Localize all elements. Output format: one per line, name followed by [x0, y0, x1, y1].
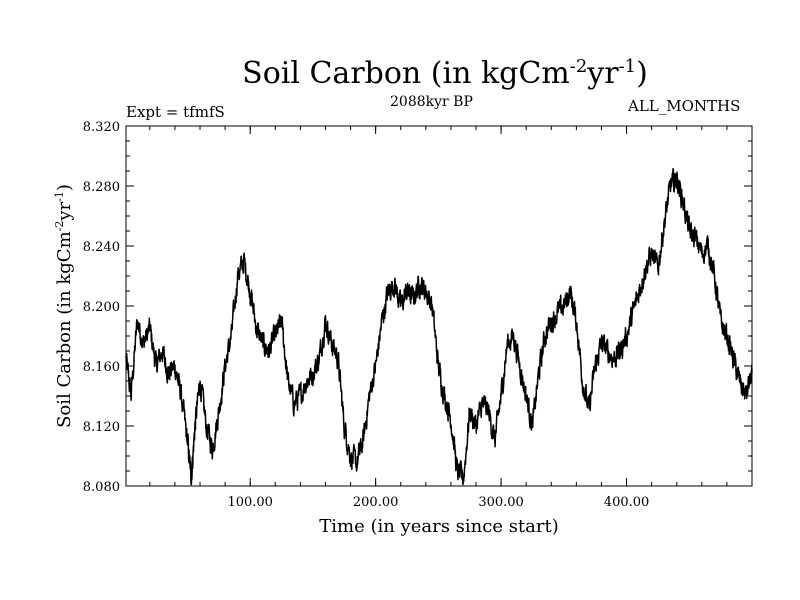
- plot-frame: [125, 125, 753, 487]
- y-tick-label: 8.240: [83, 240, 120, 255]
- y-tick-label: 8.200: [83, 300, 120, 315]
- experiment-label: Expt = tfmfS: [126, 103, 225, 121]
- y-tick-label: 8.080: [83, 480, 120, 495]
- x-tick-label: 100.00: [227, 495, 273, 510]
- y-tick-label: 8.120: [83, 420, 120, 435]
- y-tick-label: 8.280: [83, 180, 120, 195]
- chart-title: Soil Carbon (in kgCm-2yr-1): [242, 56, 648, 91]
- x-tick-label: 200.00: [353, 495, 399, 510]
- x-tick-label: 400.00: [604, 495, 650, 510]
- series-layer: [125, 168, 753, 486]
- x-axis-title: Time (in years since start): [319, 516, 559, 537]
- y-tick-label: 8.160: [83, 360, 120, 375]
- y-axis-title: Soil Carbon (in kgCm-2yr-1): [53, 184, 75, 428]
- axis-ticks: 8.080 8.120 8.160 8.200 8.240 8.280 8.320 100.0…: [83, 120, 752, 510]
- x-tick-label: 300.00: [478, 495, 524, 510]
- series-line: [125, 168, 753, 486]
- period-label: 2088kyr BP: [390, 94, 473, 110]
- months-label: ALL_MONTHS: [628, 97, 741, 115]
- y-tick-label: 8.320: [83, 120, 120, 135]
